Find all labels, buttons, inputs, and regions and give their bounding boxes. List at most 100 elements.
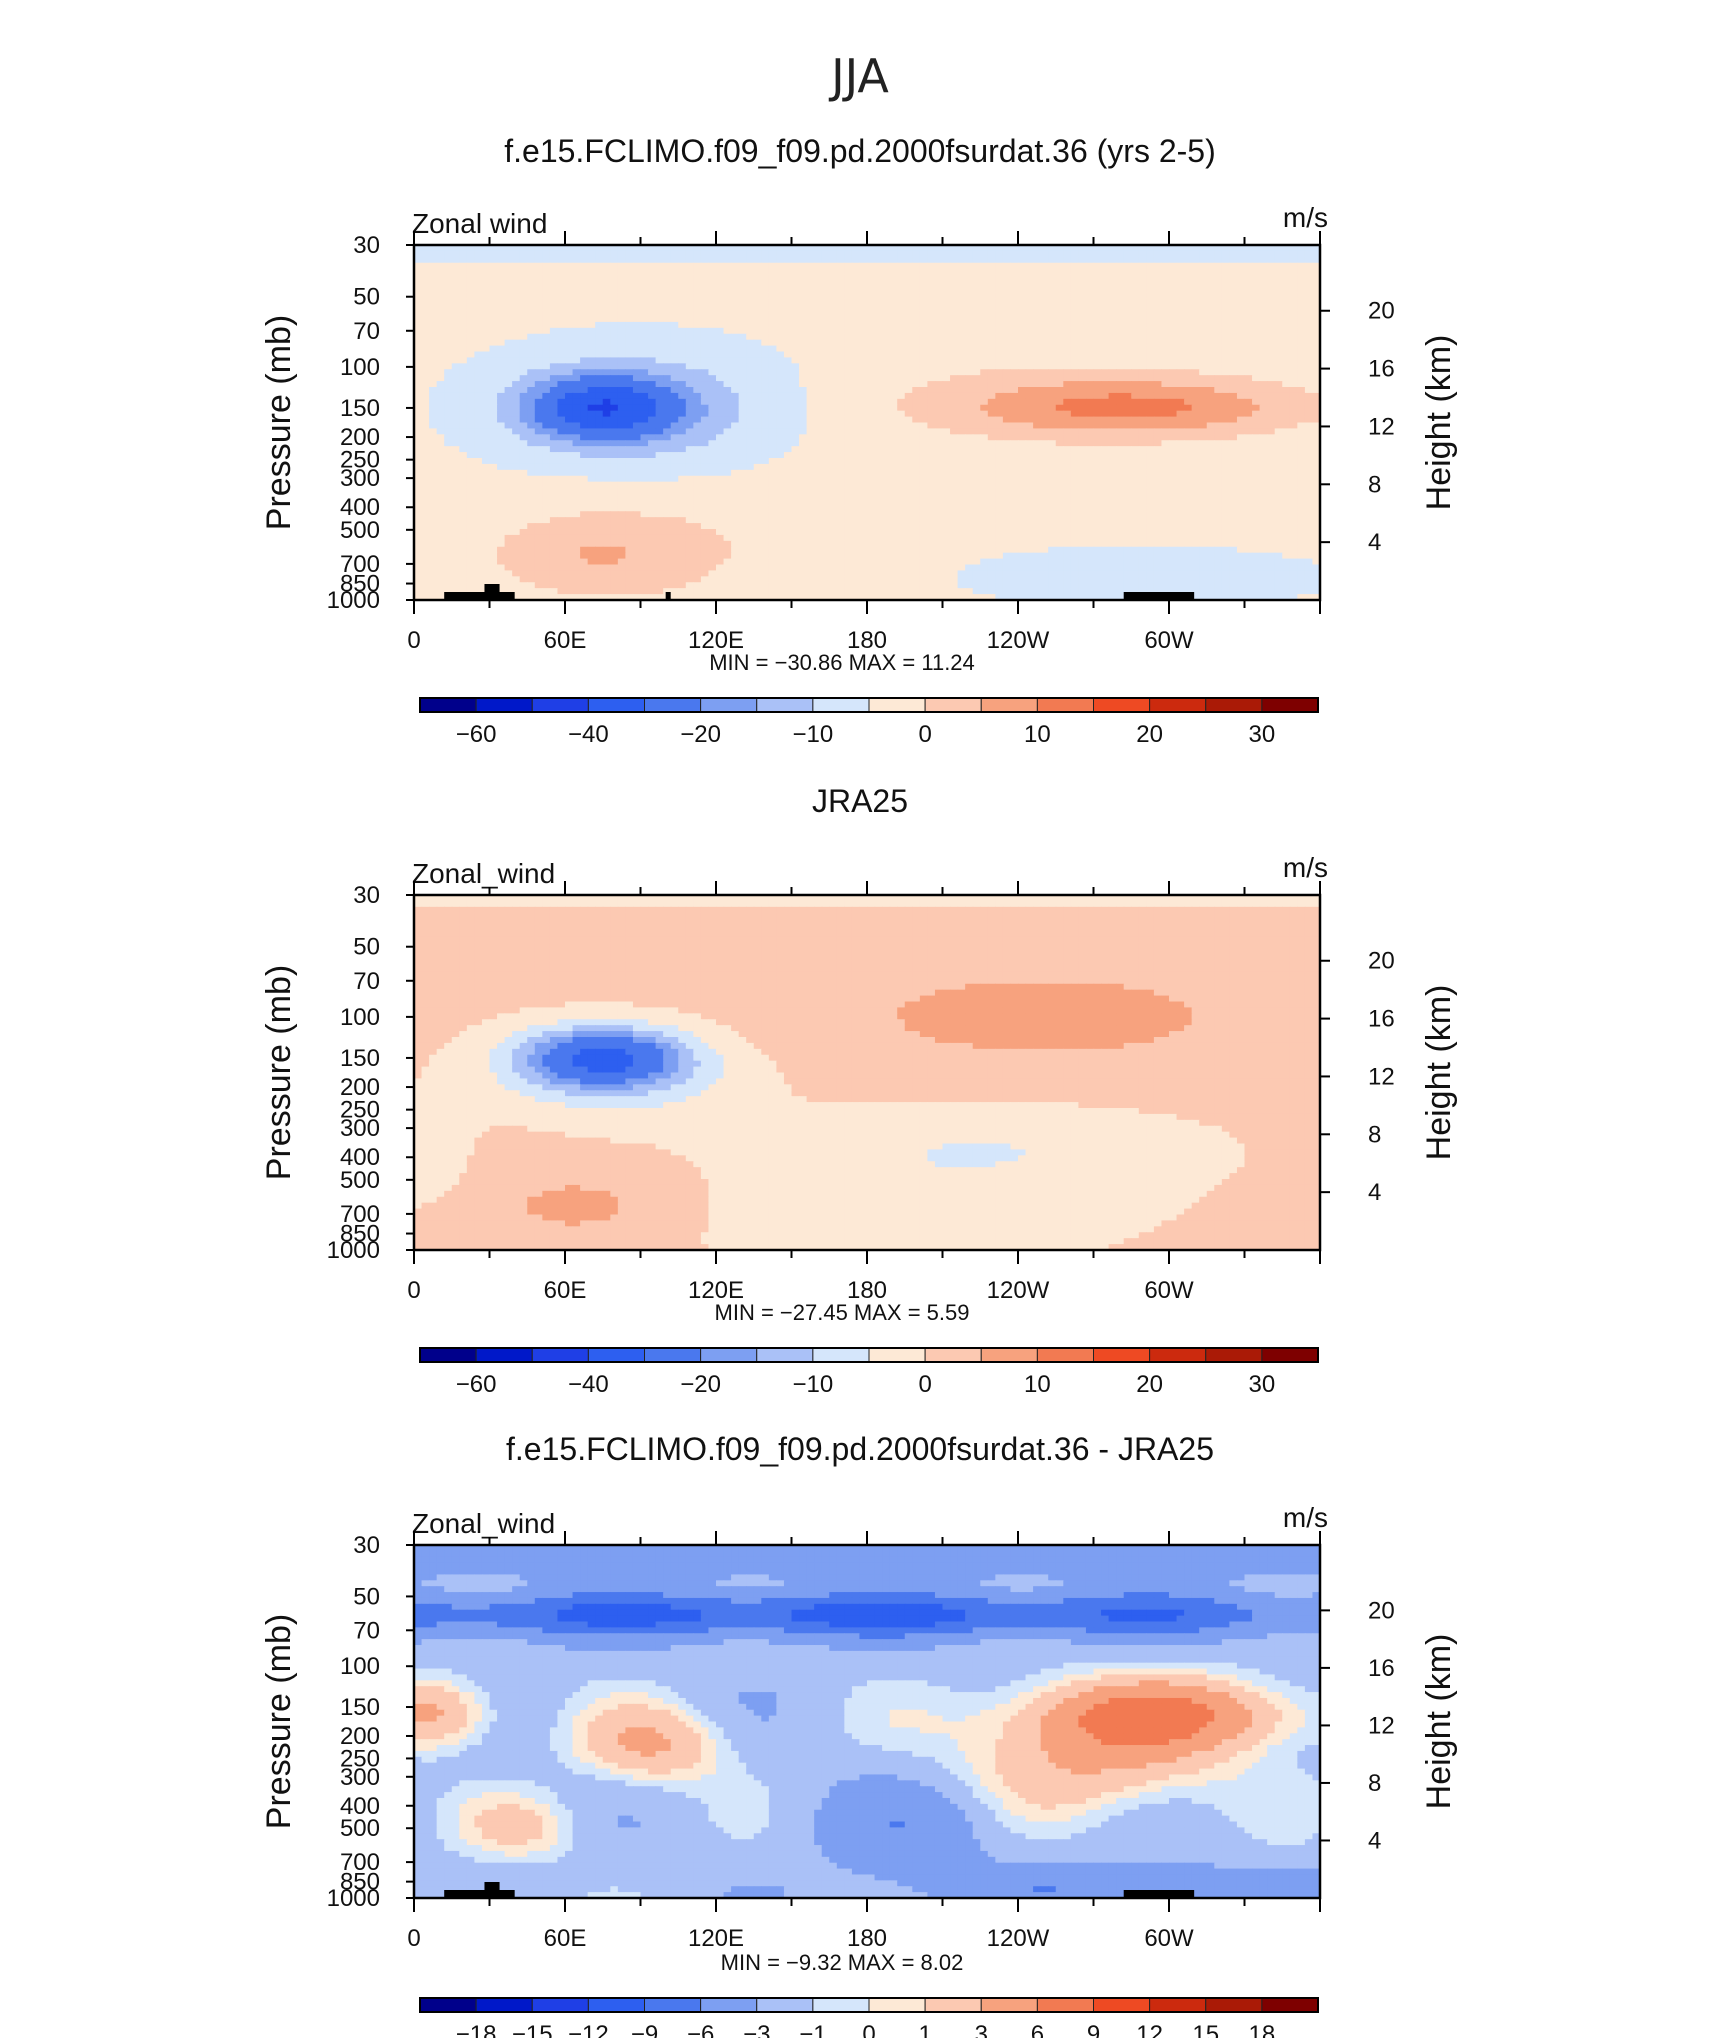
field-cell	[1055, 274, 1064, 282]
field-cell	[1312, 387, 1321, 394]
field-cell	[1116, 481, 1125, 489]
field-cell	[1055, 481, 1064, 489]
field-cell	[466, 487, 475, 495]
field-cell	[1093, 452, 1102, 459]
field-cell	[557, 446, 566, 453]
field-cell	[602, 280, 611, 288]
field-cell	[557, 440, 566, 447]
field-cell	[1131, 410, 1140, 418]
field-cell	[1267, 469, 1276, 477]
field-cell	[791, 345, 800, 353]
field-cell	[1221, 446, 1230, 453]
field-cell	[1312, 339, 1321, 347]
field-cell	[1108, 280, 1117, 288]
field-cell	[489, 316, 498, 323]
field-cell	[1214, 381, 1223, 388]
field-cell	[655, 404, 664, 412]
field-cell	[1259, 316, 1268, 323]
field-cell	[889, 274, 898, 282]
field-cell	[1176, 327, 1185, 335]
field-cell	[1259, 274, 1268, 282]
field-cell	[708, 333, 717, 341]
field-cell	[512, 304, 521, 311]
field-cell	[1033, 428, 1042, 435]
field-cell	[1214, 398, 1223, 406]
field-cell	[459, 422, 468, 430]
field-cell	[1101, 304, 1110, 311]
field-cell	[708, 369, 717, 376]
field-cell	[1199, 387, 1208, 394]
field-cell	[1101, 245, 1110, 252]
field-cell	[504, 404, 513, 412]
field-cell	[1108, 339, 1117, 347]
field-cell	[632, 250, 642, 258]
field-cell	[723, 481, 732, 489]
field-cell	[829, 310, 838, 317]
field-cell	[1002, 339, 1012, 347]
field-cell	[655, 428, 664, 435]
field-cell	[987, 458, 996, 465]
field-cell	[957, 250, 966, 258]
field-cell	[557, 316, 566, 323]
field-cell	[1304, 469, 1314, 477]
field-cell	[459, 410, 468, 418]
field-cell	[1289, 369, 1298, 376]
field-cell	[867, 310, 876, 317]
field-cell	[776, 387, 785, 394]
field-cell	[602, 404, 611, 412]
field-cell	[776, 304, 785, 311]
field-cell	[580, 398, 589, 406]
field-cell	[934, 250, 944, 258]
field-cell	[821, 375, 830, 382]
field-cell	[1153, 452, 1163, 459]
field-cell	[602, 357, 611, 364]
field-cell	[685, 392, 694, 400]
field-cell	[481, 345, 491, 353]
field-cell	[1282, 250, 1291, 258]
field-cell	[602, 416, 611, 424]
field-cell	[1093, 333, 1102, 341]
field-cell	[799, 387, 808, 394]
field-cell	[610, 422, 619, 430]
field-cell	[957, 327, 966, 335]
field-cell	[1123, 428, 1132, 435]
field-cell	[1214, 369, 1223, 376]
field-cell	[1048, 463, 1057, 471]
field-cell	[927, 245, 936, 252]
field-cell	[1108, 387, 1117, 394]
field-cell	[1085, 416, 1095, 424]
field-cell	[602, 292, 611, 299]
field-cell	[700, 316, 710, 323]
field-cell	[867, 410, 876, 418]
field-cell	[1093, 392, 1102, 400]
field-cell	[466, 475, 475, 483]
field-cell	[648, 398, 657, 406]
field-cell	[527, 381, 536, 388]
field-cell	[474, 316, 483, 323]
field-cell	[912, 481, 921, 489]
field-cell	[512, 387, 521, 394]
field-cell	[738, 392, 747, 400]
field-cell	[1282, 316, 1291, 323]
field-cell	[580, 381, 589, 388]
field-cell	[919, 333, 928, 341]
field-cell	[1161, 422, 1170, 430]
field-cell	[436, 268, 445, 276]
field-cell	[783, 304, 793, 311]
field-cell	[497, 333, 506, 341]
field-cell	[497, 245, 506, 252]
field-cell	[791, 416, 800, 424]
field-cell	[1206, 434, 1215, 441]
field-cell	[934, 304, 944, 311]
field-cell	[716, 458, 725, 465]
field-cell	[836, 487, 845, 495]
field-cell	[942, 481, 951, 489]
field-cell	[753, 440, 762, 447]
field-cell	[1236, 440, 1246, 447]
field-cell	[1297, 333, 1306, 341]
field-cell	[1289, 321, 1298, 329]
field-cell	[768, 333, 777, 341]
field-cell	[1199, 475, 1208, 483]
field-cell	[776, 250, 785, 258]
field-cell	[874, 339, 883, 347]
